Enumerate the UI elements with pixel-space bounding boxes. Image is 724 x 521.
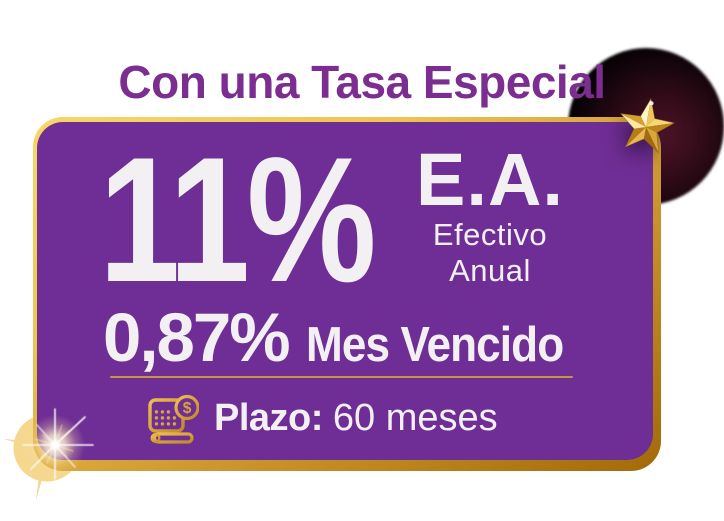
rate-card: 11% E.A. Efectivo Anual 0,87% Mes Vencid… (37, 122, 653, 460)
term-label: Plazo: (214, 397, 323, 439)
calendar-dollar-icon: $ (148, 392, 199, 444)
headline: Con una Tasa Especial (118, 56, 606, 108)
sparkle-flare-icon (22, 408, 94, 480)
ea-abbr: E.A. (416, 138, 564, 221)
monthly-rate-row: 0,87% Mes Vencido (103, 303, 591, 372)
term-row: $ Plazo: 60 meses (147, 391, 498, 445)
term-value: 60 meses (332, 397, 498, 439)
ea-line2: Anual (449, 253, 531, 288)
gold-divider (110, 376, 573, 378)
ea-block: E.A. Efectivo Anual (415, 143, 565, 289)
gold-star-icon (619, 97, 676, 154)
monthly-rate-value: 0,87% (103, 299, 291, 376)
main-rate: 11% (99, 120, 377, 319)
ea-line1: Efectivo (432, 217, 548, 252)
monthly-rate-label: Mes Vencido (305, 318, 564, 372)
dollar-sign: $ (183, 400, 192, 417)
